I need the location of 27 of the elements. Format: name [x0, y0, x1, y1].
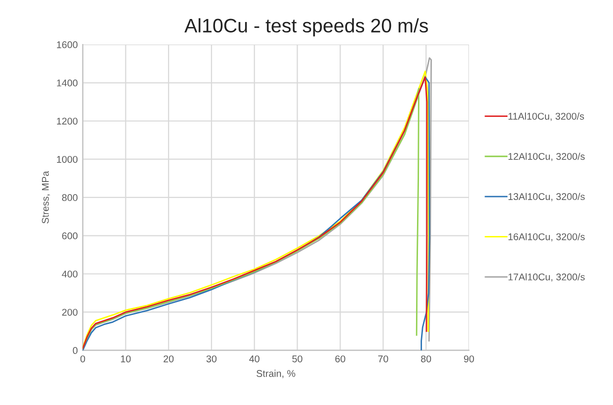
x-tick-label: 20	[164, 355, 174, 362]
y-tick-label: 1200	[57, 118, 78, 125]
y-axis-title: Stress, MPa	[42, 170, 50, 224]
x-tick-label: 30	[206, 355, 217, 362]
x-tick-label: 80	[421, 355, 432, 362]
y-tick-label: 400	[62, 270, 78, 278]
x-tick-label: 40	[249, 355, 260, 362]
x-tick-label: 70	[378, 355, 388, 362]
x-tick-label: 10	[121, 355, 131, 362]
y-tick-label: 0	[72, 347, 78, 354]
x-tick-label: 0	[80, 355, 86, 362]
chart-title: Al10Cu - test speeds 20 m/s	[184, 18, 428, 36]
legend-label: 12Al10Cu, 3200/s	[508, 152, 585, 162]
y-tick-label: 800	[62, 194, 78, 202]
legend-label: 17Al10Cu, 3200/s	[508, 273, 585, 282]
y-tick-label: 1400	[57, 80, 78, 86]
legend-label: 13Al10Cu, 3200/s	[508, 192, 585, 202]
legend-label: 16Al10Cu, 3200/s	[508, 233, 585, 242]
legend-label: 11Al10Cu, 3200/s	[508, 112, 584, 121]
y-tick-label: 1600	[57, 41, 78, 48]
y-tick-label: 600	[62, 232, 78, 240]
x-axis-title: Strain, %	[256, 370, 296, 378]
x-tick-label: 90	[464, 355, 474, 362]
y-tick-label: 1000	[57, 156, 78, 163]
x-tick-label: 50	[292, 355, 302, 362]
y-tick-label: 200	[62, 308, 78, 316]
x-tick-label: 60	[335, 355, 346, 362]
